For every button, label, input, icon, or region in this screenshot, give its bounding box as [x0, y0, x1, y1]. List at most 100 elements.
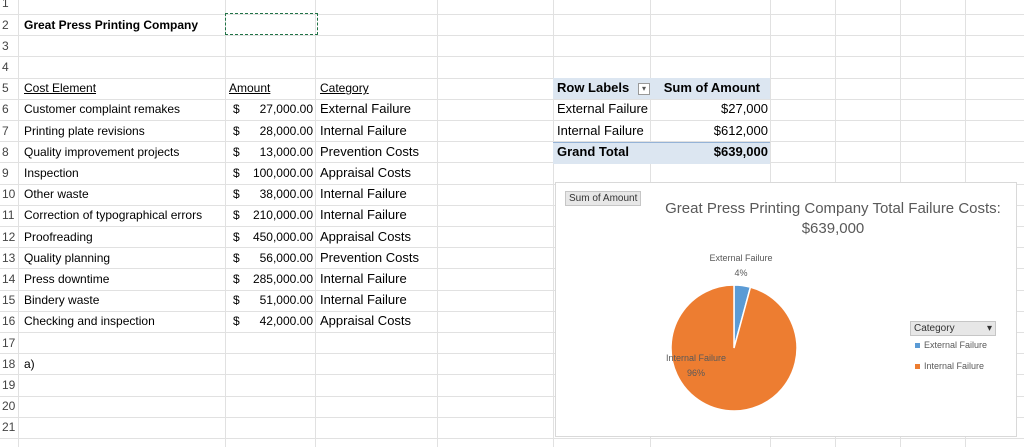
currency: $ [233, 208, 240, 223]
cost-element: Checking and inspection [24, 314, 155, 329]
pivot-value: $612,000 [713, 122, 768, 138]
pivot-total-bg [553, 142, 770, 164]
category: Internal Failure [320, 207, 407, 223]
row-line [0, 56, 1024, 58]
amount: 28,000.00 [259, 123, 313, 138]
row-number: 18 [2, 356, 16, 371]
category: Appraisal Costs [320, 165, 412, 180]
row-line [0, 183, 1024, 185]
row-number: 7 [2, 123, 9, 138]
pie-chart: Sum of Amount Great Press Printing Compa… [555, 182, 1017, 437]
data-label-value: 96% [687, 368, 705, 378]
legend-title[interactable]: Category ▾ [910, 321, 996, 336]
row-line [0, 416, 1024, 418]
field-button[interactable]: Sum of Amount [565, 191, 642, 206]
row-line [0, 310, 1024, 312]
row-line [0, 268, 1024, 270]
col-line [315, 0, 316, 447]
cost-element: Correction of typographical errors [24, 208, 203, 223]
row-line [0, 162, 1024, 164]
category: Prevention Costs [320, 249, 419, 265]
row-line [0, 395, 1024, 397]
row-number: 20 [2, 399, 16, 414]
legend-title-text: Category [914, 323, 955, 334]
row-number: 11 [2, 208, 15, 223]
cost-element: Quality planning [24, 250, 111, 265]
currency: $ [233, 144, 240, 159]
currency: $ [233, 250, 240, 265]
table-header: Category [320, 81, 369, 96]
currency: $ [233, 314, 240, 329]
amount: 27,000.00 [259, 102, 313, 117]
currency: $ [233, 229, 240, 244]
amount: 100,000.00 [252, 166, 313, 180]
filter-icon: ▾ [986, 323, 992, 334]
row-line [0, 226, 1024, 227]
currency: $ [233, 272, 240, 286]
amount: 210,000.00 [252, 208, 313, 223]
company-name: Great Press Printing Company [24, 17, 199, 32]
row-number: 16 [2, 314, 16, 329]
category: Internal Failure [320, 186, 407, 202]
cost-element: Proofreading [24, 229, 93, 244]
row-number: 13 [2, 250, 16, 265]
row-number: 3 [2, 38, 9, 53]
legend-entry: Internal Failure [924, 361, 984, 371]
row-number: 19 [2, 378, 16, 392]
col-line [437, 0, 438, 447]
row-number: 4 [2, 60, 9, 74]
currency: $ [233, 166, 240, 180]
row-number: 21 [2, 420, 16, 435]
row-number: 14 [2, 272, 16, 286]
filter-icon[interactable]: ▾ [638, 83, 650, 95]
amount: 42,000.00 [259, 314, 313, 329]
row-line [0, 332, 1024, 333]
currency: $ [233, 123, 240, 138]
chart-title: Great Press Printing Company Total Failu… [665, 200, 1001, 237]
row-line [0, 141, 1024, 143]
data-label-value: 4% [734, 268, 747, 278]
row-number: 10 [2, 187, 16, 202]
row-number: 6 [2, 102, 9, 117]
currency: $ [233, 187, 240, 202]
row-number: 8 [2, 144, 9, 159]
row-line [0, 120, 1024, 121]
copy-selection [225, 13, 318, 35]
category: External Failure [320, 101, 412, 117]
cost-element: Other waste [24, 187, 89, 202]
row-line [0, 438, 1024, 439]
category: Internal Failure [320, 122, 407, 138]
pie-slice [670, 284, 798, 412]
amount: 51,000.00 [259, 293, 313, 308]
amount: 38,000.00 [259, 187, 313, 202]
row-number: 5 [2, 81, 9, 96]
row-number: 2 [2, 17, 9, 32]
pivot-header: Row Labels [557, 80, 630, 96]
pivot-total-value: $639,000 [713, 143, 768, 159]
pivot-value: $27,000 [721, 101, 768, 117]
row-number: 9 [2, 166, 9, 180]
amount: 13,000.00 [259, 144, 313, 159]
legend-entry: External Failure [924, 340, 987, 350]
row-line [0, 353, 1024, 355]
row-line [0, 204, 1024, 206]
amount: 285,000.00 [252, 272, 313, 286]
cost-element: Quality improvement projects [24, 144, 180, 159]
row-line [0, 289, 1024, 291]
row-line [0, 247, 1024, 249]
data-label-category: Internal Failure [666, 353, 726, 363]
table-header: Cost Element [24, 81, 97, 96]
col-line [18, 0, 19, 447]
table-header: Amount [229, 81, 271, 96]
col-line [553, 0, 554, 447]
cost-element: Inspection [24, 166, 79, 180]
col-line [225, 0, 226, 447]
row-line [0, 374, 1024, 376]
row-number: 15 [2, 293, 16, 308]
cost-element: Customer complaint remakes [24, 102, 181, 117]
category: Prevention Costs [320, 143, 419, 159]
currency: $ [233, 293, 240, 308]
data-label-category: External Failure [709, 253, 772, 263]
